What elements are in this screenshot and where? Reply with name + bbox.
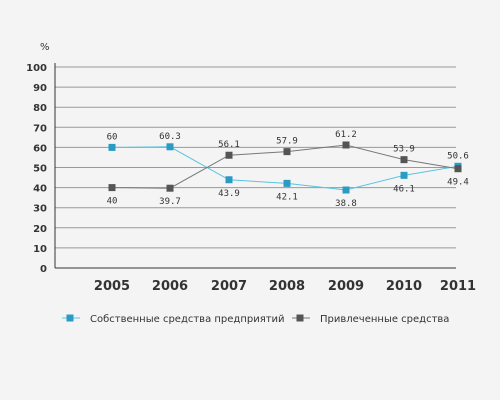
x-tick-label: 2008	[269, 279, 305, 294]
data-point	[166, 184, 174, 192]
data-point	[342, 141, 350, 149]
x-tick-label: 2006	[152, 279, 188, 294]
data-label: 53.9	[393, 145, 415, 155]
y-tick-label: 70	[33, 123, 47, 134]
y-tick-label: 20	[33, 224, 47, 235]
legend-marker-2	[296, 314, 304, 322]
data-label: 50.6	[447, 151, 469, 161]
data-label: 38.8	[335, 199, 357, 209]
legend-marker-1	[66, 314, 74, 322]
x-tick-label: 2009	[328, 279, 364, 294]
data-label: 46.1	[393, 184, 415, 194]
data-label: 60	[107, 132, 118, 142]
data-point	[454, 165, 462, 173]
x-tick-label: 2011	[440, 279, 476, 294]
data-label: 42.1	[276, 192, 298, 202]
data-point	[225, 151, 233, 159]
data-label: 49.4	[447, 178, 469, 188]
x-tick-label: 2007	[211, 279, 247, 294]
y-tick-label: 0	[40, 264, 47, 275]
y-tick-label: 100	[26, 63, 47, 74]
y-tick-label: 10	[33, 244, 47, 255]
axis-layer: 0 10 20 30 40 50 60 70 80 90 100 2005 2006 2007 2008 20…	[26, 63, 476, 294]
data-point	[342, 186, 350, 194]
data-label: 39.7	[159, 197, 181, 207]
y-axis-unit-label: %	[40, 42, 50, 53]
data-label: 43.9	[218, 189, 240, 199]
legend-label-1: Собственные средства предприятий	[90, 314, 285, 325]
y-tick-label: 60	[33, 143, 47, 154]
data-point	[166, 143, 174, 151]
data-point	[400, 156, 408, 164]
data-label: 61.2	[335, 130, 357, 140]
y-tick-label: 30	[33, 204, 47, 215]
y-tick-label: 50	[33, 164, 47, 175]
data-label: 60.3	[159, 132, 181, 142]
series-layer	[108, 141, 462, 194]
data-label-layer: 60 60.3 43.9 42.1 38.8 46.1 50.6 40 39.7 56.1 57.9…	[107, 130, 469, 209]
data-point	[108, 184, 116, 192]
legend: Собственные средства предприятий Привлече…	[62, 314, 449, 325]
data-point	[225, 176, 233, 184]
y-tick-label: 80	[33, 103, 47, 114]
data-point	[400, 171, 408, 179]
data-point	[283, 148, 291, 156]
data-label: 57.9	[276, 137, 298, 147]
x-tick-label: 2005	[94, 279, 130, 294]
y-tick-label: 90	[33, 83, 47, 94]
y-tick-label: 40	[33, 184, 47, 195]
data-point	[108, 143, 116, 151]
x-tick-label: 2010	[386, 279, 422, 294]
legend-label-2: Привлеченные средства	[320, 314, 449, 325]
data-label: 56.1	[218, 140, 240, 150]
data-label: 40	[107, 197, 118, 207]
data-point	[283, 179, 291, 187]
